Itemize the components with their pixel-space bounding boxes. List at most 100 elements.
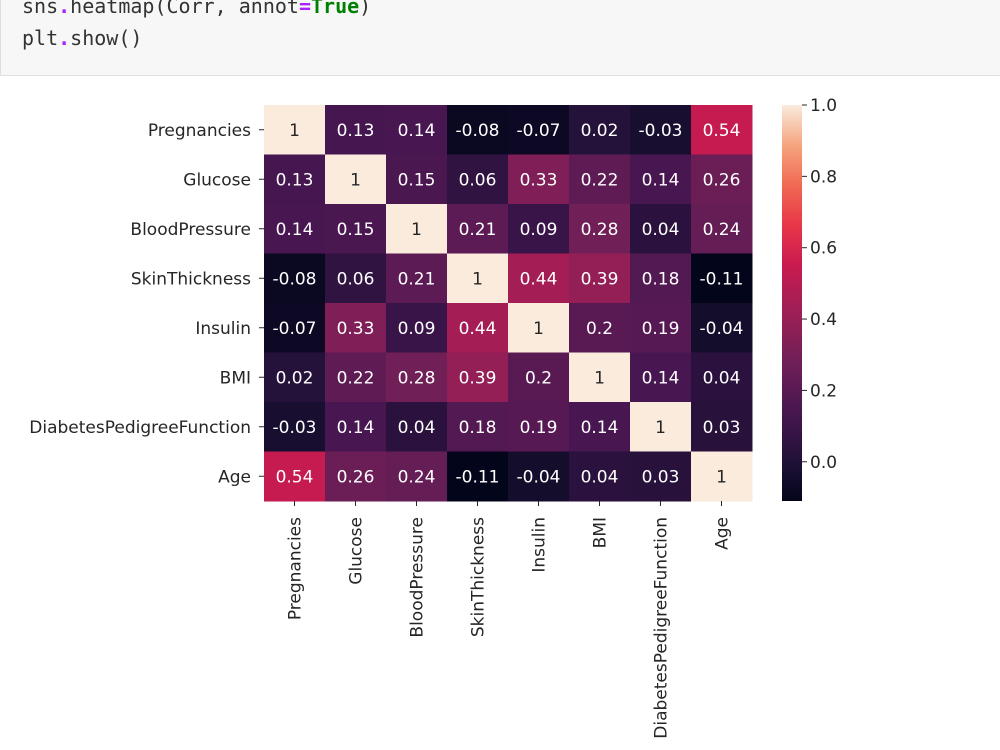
cell-annotation: 0.39 bbox=[581, 269, 619, 289]
heatmap-cell bbox=[447, 303, 509, 353]
cell-annotation: 0.15 bbox=[337, 220, 375, 240]
cell-annotation: 0.06 bbox=[459, 170, 497, 190]
cell-annotation: 0.26 bbox=[703, 170, 741, 190]
cell-annotation: -0.08 bbox=[273, 269, 317, 289]
colorbar-tick-label: 0.0 bbox=[810, 453, 837, 473]
cell-annotation: 0.24 bbox=[398, 467, 436, 487]
heatmap-cell bbox=[447, 204, 509, 254]
heatmap-cell bbox=[691, 154, 753, 205]
cell-annotation: -0.03 bbox=[273, 418, 317, 438]
cell-annotation: 0.06 bbox=[337, 269, 375, 289]
code-token: heatmap(Corr, annot bbox=[70, 0, 299, 18]
heatmap-cell bbox=[264, 253, 326, 304]
y-tick-labels: Pregnancies Glucose BloodPressure SkinThick… bbox=[29, 121, 264, 487]
x-tick-label: SkinThickness bbox=[469, 517, 489, 637]
cell-annotation: 1 bbox=[350, 170, 361, 190]
cell-annotation: 0.04 bbox=[398, 418, 436, 438]
y-tick-label: Insulin bbox=[195, 319, 251, 339]
colorbar-tick-label: 0.2 bbox=[810, 381, 837, 401]
cell-annotation: 0.09 bbox=[398, 319, 436, 339]
heatmap-cell bbox=[630, 451, 692, 502]
heatmap-cell bbox=[630, 204, 692, 254]
heatmap-cell bbox=[386, 253, 448, 304]
cell-annotation: 0.44 bbox=[459, 319, 497, 339]
cell-annotation: 0.54 bbox=[703, 121, 741, 141]
cell-annotation: 1 bbox=[594, 368, 605, 388]
heatmap-cell bbox=[630, 253, 692, 304]
heatmap-cell bbox=[447, 402, 509, 452]
x-tick-label: Age bbox=[713, 517, 733, 550]
colorbar-ticks: 0.0 0.2 0.4 0.6 0.8 1.0 bbox=[802, 96, 837, 473]
code-token: . bbox=[58, 0, 71, 18]
cell-annotation: 0.14 bbox=[642, 170, 680, 190]
cell-annotation: 0.14 bbox=[398, 121, 436, 141]
heatmap-cell bbox=[447, 154, 509, 205]
cell-annotation: 0.21 bbox=[459, 220, 497, 240]
heatmap-cell bbox=[325, 402, 387, 452]
cell-annotation: 0.15 bbox=[398, 170, 436, 190]
heatmap-annotations: 1 0.13 0.14 -0.08 -0.07 0.02 -0.03 0.54 0.13 1 0.1… bbox=[273, 121, 744, 488]
heatmap-cell bbox=[691, 303, 753, 353]
colorbar-tick-label: 0.8 bbox=[810, 167, 837, 187]
y-tick-label: Age bbox=[218, 467, 251, 487]
heatmap-cell bbox=[447, 352, 509, 403]
heatmap-cell bbox=[325, 154, 387, 205]
heatmap-cell bbox=[508, 303, 570, 353]
heatmap-cell bbox=[630, 154, 692, 205]
heatmap-cell bbox=[508, 105, 570, 155]
heatmap-cell bbox=[264, 105, 326, 155]
heatmap-cell bbox=[508, 154, 570, 205]
code-line-1: sns.heatmap(Corr, annot=True) bbox=[22, 0, 371, 18]
heatmap-cell bbox=[325, 352, 387, 403]
colorbar bbox=[782, 105, 802, 501]
heatmap-cell bbox=[386, 451, 448, 502]
x-tick-label: DiabetesPedigreeFunction bbox=[652, 517, 672, 739]
heatmap-cell bbox=[264, 303, 326, 353]
heatmap-cell bbox=[691, 402, 753, 452]
cell-annotation: 0.03 bbox=[642, 467, 680, 487]
cell-annotation: 0.14 bbox=[581, 418, 619, 438]
heatmap-chart: 1 0.13 0.14 -0.08 -0.07 0.02 -0.03 0.54 0.13 1 0.1… bbox=[29, 96, 837, 739]
x-tick-labels: Pregnancies Glucose BloodPressure SkinThick… bbox=[286, 501, 733, 739]
heatmap-cell bbox=[630, 402, 692, 452]
cell-annotation: 0.04 bbox=[642, 220, 680, 240]
cell-annotation: 0.28 bbox=[398, 368, 436, 388]
colorbar-tick-label: 0.4 bbox=[810, 310, 837, 330]
heatmap-cell bbox=[386, 154, 448, 205]
heatmap-cell bbox=[447, 253, 509, 304]
code-token: sns bbox=[22, 0, 59, 18]
heatmap-cell bbox=[630, 352, 692, 403]
x-tick-label: Insulin bbox=[530, 517, 550, 573]
heatmap-cell bbox=[691, 352, 753, 403]
cell-annotation: 0.2 bbox=[586, 319, 613, 339]
heatmap-cell bbox=[264, 204, 326, 254]
heatmap-cell bbox=[508, 402, 570, 452]
cell-annotation: 0.02 bbox=[276, 368, 314, 388]
cell-annotation: 0.24 bbox=[703, 220, 741, 240]
heatmap-cell bbox=[508, 352, 570, 403]
heatmap-cell bbox=[325, 303, 387, 353]
colorbar-tick-label: 0.6 bbox=[810, 239, 837, 259]
cell-annotation: -0.03 bbox=[639, 121, 683, 141]
cell-annotation: 1 bbox=[533, 319, 544, 339]
cell-annotation: 0.04 bbox=[703, 368, 741, 388]
colorbar-tick-label: 1.0 bbox=[810, 96, 837, 116]
heatmap-cell bbox=[691, 105, 753, 155]
y-tick-label: SkinThickness bbox=[131, 269, 251, 289]
cell-annotation: -0.08 bbox=[456, 121, 500, 141]
heatmap-cell bbox=[569, 402, 631, 452]
heatmap-cell bbox=[508, 253, 570, 304]
heatmap-cell bbox=[569, 303, 631, 353]
heatmap-cell bbox=[569, 154, 631, 205]
heatmap-cell bbox=[691, 253, 753, 304]
cell-annotation: 0.26 bbox=[337, 467, 375, 487]
heatmap-cell bbox=[569, 451, 631, 502]
cell-annotation: -0.11 bbox=[700, 269, 744, 289]
cell-annotation: 0.44 bbox=[520, 269, 558, 289]
heatmap-cell bbox=[630, 303, 692, 353]
cell-annotation: 0.19 bbox=[642, 319, 680, 339]
code-cell[interactable]: sns.heatmap(Corr, annot=True) plt.show() bbox=[0, 0, 1000, 76]
cell-annotation: 0.13 bbox=[276, 170, 314, 190]
cell-annotation: 0.14 bbox=[276, 220, 314, 240]
heatmap-cell bbox=[508, 451, 570, 502]
